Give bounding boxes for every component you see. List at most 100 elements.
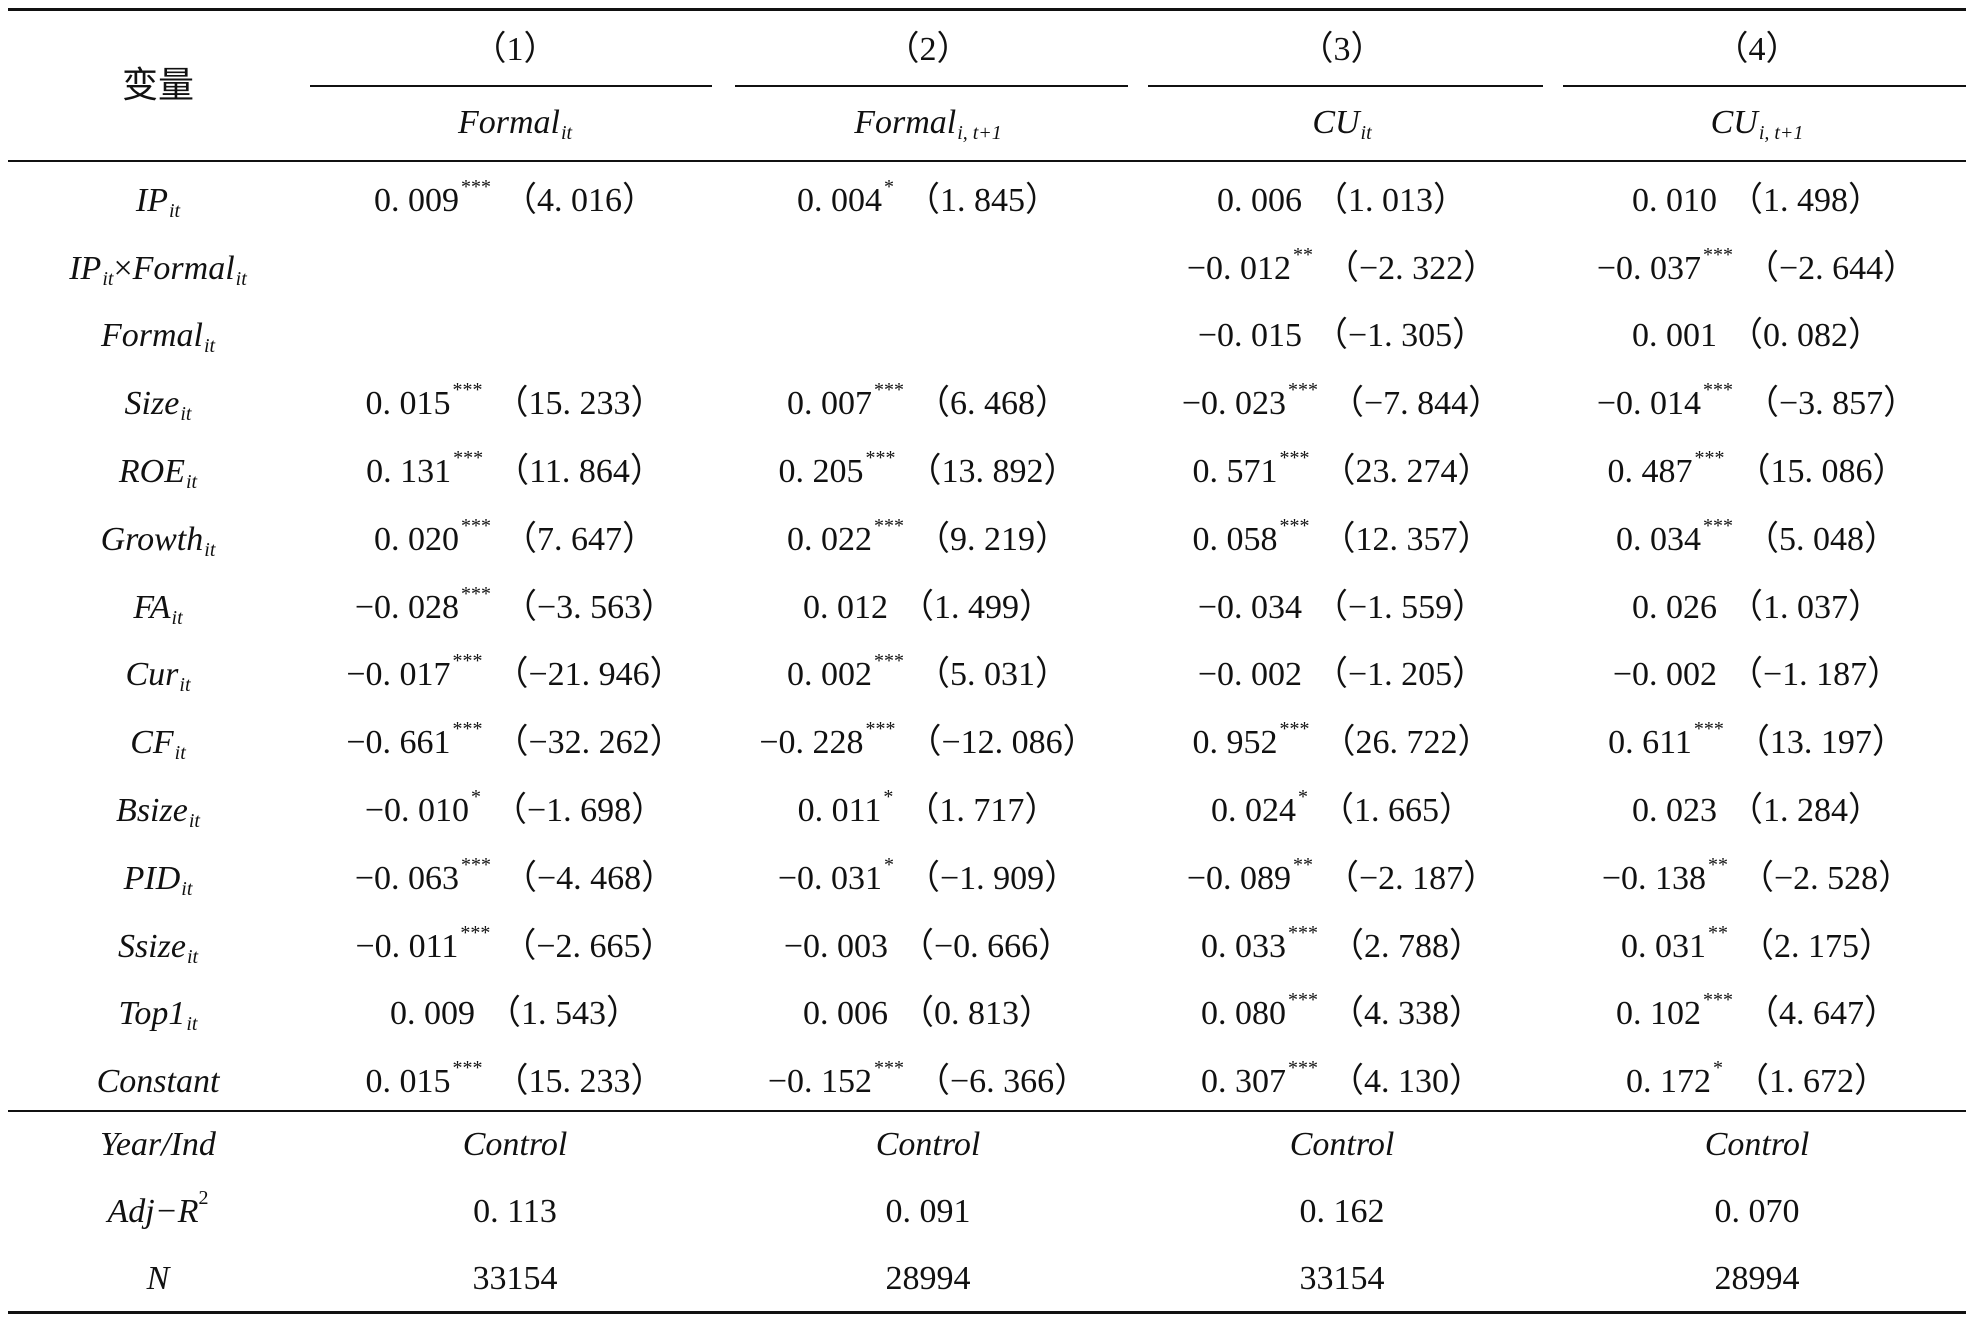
significance-stars: *** [1694, 447, 1725, 470]
var-header-label: 变量 [121, 65, 194, 106]
variable-subscript: it [179, 674, 191, 697]
variable-subscript: it [185, 471, 198, 494]
row-variable: PID it [8, 845, 308, 913]
variable-name: IP [69, 249, 102, 287]
coefficient-cell: 0. 307 *** （4. 130） [1142, 1048, 1542, 1116]
t-statistic: （1. 543） [487, 995, 640, 1033]
column-group-rule [1148, 85, 1543, 87]
t-statistic: （−2. 322） [1325, 249, 1498, 287]
coefficient-cell: 0. 009 *** （4. 016） [315, 167, 715, 235]
coefficient-cell: 0. 571 *** （23. 274） [1142, 438, 1542, 506]
coefficient-cell: −0. 661 *** （−32. 262） [315, 709, 715, 777]
bottom-rule [8, 1311, 1966, 1314]
coefficient-cell: 0. 009 （1. 543） [315, 981, 715, 1049]
t-statistic: （−1. 187） [1729, 656, 1902, 694]
coefficient-cell: 0. 004 * （1. 845） [728, 167, 1128, 235]
column-number-label: （1） [472, 31, 558, 68]
year-ind-value: Control [875, 1125, 981, 1163]
t-statistic: （1. 037） [1729, 588, 1882, 626]
significance-stars: * [883, 786, 894, 809]
year-ind-cell: Control [738, 1111, 1118, 1178]
adj-r2-cell: 0. 113 [325, 1178, 705, 1245]
dependent-variable-name: CU [1312, 104, 1360, 141]
coefficient-cell [315, 235, 715, 303]
variable-subscript: it [186, 945, 199, 968]
significance-stars: * [884, 853, 894, 876]
n-value: 33154 [1299, 1259, 1385, 1297]
coefficient-cell: −0. 010 * （−1. 698） [315, 777, 715, 845]
coefficient: 0. 031 [1621, 927, 1706, 965]
variable-name: IP [135, 181, 168, 219]
coefficient: 0. 205 [778, 453, 864, 491]
significance-stars: *** [452, 1057, 483, 1080]
coefficient: 0. 011 [797, 792, 882, 830]
significance-stars: *** [1703, 514, 1733, 537]
t-statistic: （1. 284） [1729, 792, 1882, 830]
coefficient: −0. 012 [1186, 249, 1291, 287]
dependent-variable-name: CU [1710, 104, 1758, 141]
coefficient-cell [728, 303, 1128, 371]
significance-stars: *** [461, 582, 491, 605]
coefficient-cell: 0. 080 *** （4. 338） [1142, 981, 1542, 1049]
t-statistic: （−1. 305） [1314, 317, 1487, 355]
t-statistic: （9. 219） [916, 520, 1069, 558]
n-value: 33154 [472, 1259, 558, 1297]
n-cell: 28994 [1567, 1245, 1947, 1312]
t-statistic: （1. 498） [1729, 181, 1882, 219]
dependent-variable: Formal i, t+1 [738, 93, 1118, 153]
coefficient-cell: −0. 002 （−1. 205） [1142, 642, 1542, 710]
coefficient-cell: 0. 131 *** （11. 864） [315, 438, 715, 506]
coefficient: −0. 017 [346, 656, 451, 694]
coefficient-cell: 0. 011 * （1. 717） [728, 777, 1128, 845]
adj-r2-cell: 0. 162 [1152, 1178, 1532, 1245]
coefficient-cell: −0. 138 ** （−2. 528） [1557, 845, 1957, 913]
coefficient-cell: 0. 001 （0. 082） [1557, 303, 1957, 371]
adj-r2-cell: 0. 091 [738, 1178, 1118, 1245]
significance-stars: * [1298, 786, 1308, 809]
coefficient-cell: 0. 023 （1. 284） [1557, 777, 1957, 845]
coefficient: 0. 102 [1616, 995, 1701, 1033]
coefficient-cell: 0. 026 （1. 037） [1557, 574, 1957, 642]
significance-stars: * [1713, 1057, 1723, 1080]
t-statistic: （0. 082） [1729, 317, 1882, 355]
t-statistic: （−2. 528） [1740, 859, 1913, 897]
coefficient-cell [728, 235, 1128, 303]
t-statistic: （11. 864） [495, 453, 664, 491]
coefficient: 0. 571 [1192, 453, 1278, 491]
significance-stars: *** [1703, 243, 1733, 266]
column-number: （2） [738, 25, 1118, 75]
row-variable: Constant [8, 1048, 308, 1116]
t-statistic: （−0. 666） [900, 927, 1073, 965]
significance-stars: *** [1288, 989, 1318, 1012]
header-bottom-rule [8, 160, 1966, 162]
variable-subscript: it [168, 199, 181, 222]
coefficient: −0. 011 [355, 927, 459, 965]
t-statistic: （12. 357） [1321, 520, 1492, 558]
t-statistic: （−4. 468） [503, 859, 676, 897]
t-statistic: （1. 665） [1320, 792, 1473, 830]
coefficient: 0. 007 [787, 385, 872, 423]
coefficient-cell: −0. 017 *** （−21. 946） [315, 642, 715, 710]
dependent-variable: Formal it [325, 93, 705, 153]
significance-stars: ** [1293, 853, 1313, 876]
coefficient-cell: 0. 952 *** （26. 722） [1142, 709, 1542, 777]
t-statistic: （−1. 698） [493, 792, 666, 830]
coefficient-cell: −0. 089 ** （−2. 187） [1142, 845, 1542, 913]
row-variable: ROE it [8, 438, 308, 506]
coefficient-cell: 0. 002 *** （5. 031） [728, 642, 1128, 710]
coefficient-cell: −0. 015 （−1. 305） [1142, 303, 1542, 371]
column-group-rule [310, 85, 712, 87]
coefficient: −0. 063 [354, 859, 459, 897]
significance-stars: *** [461, 175, 491, 198]
significance-stars: *** [874, 650, 904, 673]
coefficient: −0. 015 [1197, 317, 1302, 355]
t-statistic: （−2. 665） [502, 927, 675, 965]
coefficient-cell: 0. 102 *** （4. 647） [1557, 981, 1957, 1049]
variable-name-2: Formal [132, 249, 235, 287]
coefficient-cell: 0. 058 *** （12. 357） [1142, 506, 1542, 574]
var-header: 变量 [8, 56, 308, 116]
year-ind-label: Year/Ind [8, 1111, 308, 1178]
t-statistic: （4. 647） [1745, 995, 1898, 1033]
year-ind-value: Control [1704, 1125, 1810, 1163]
